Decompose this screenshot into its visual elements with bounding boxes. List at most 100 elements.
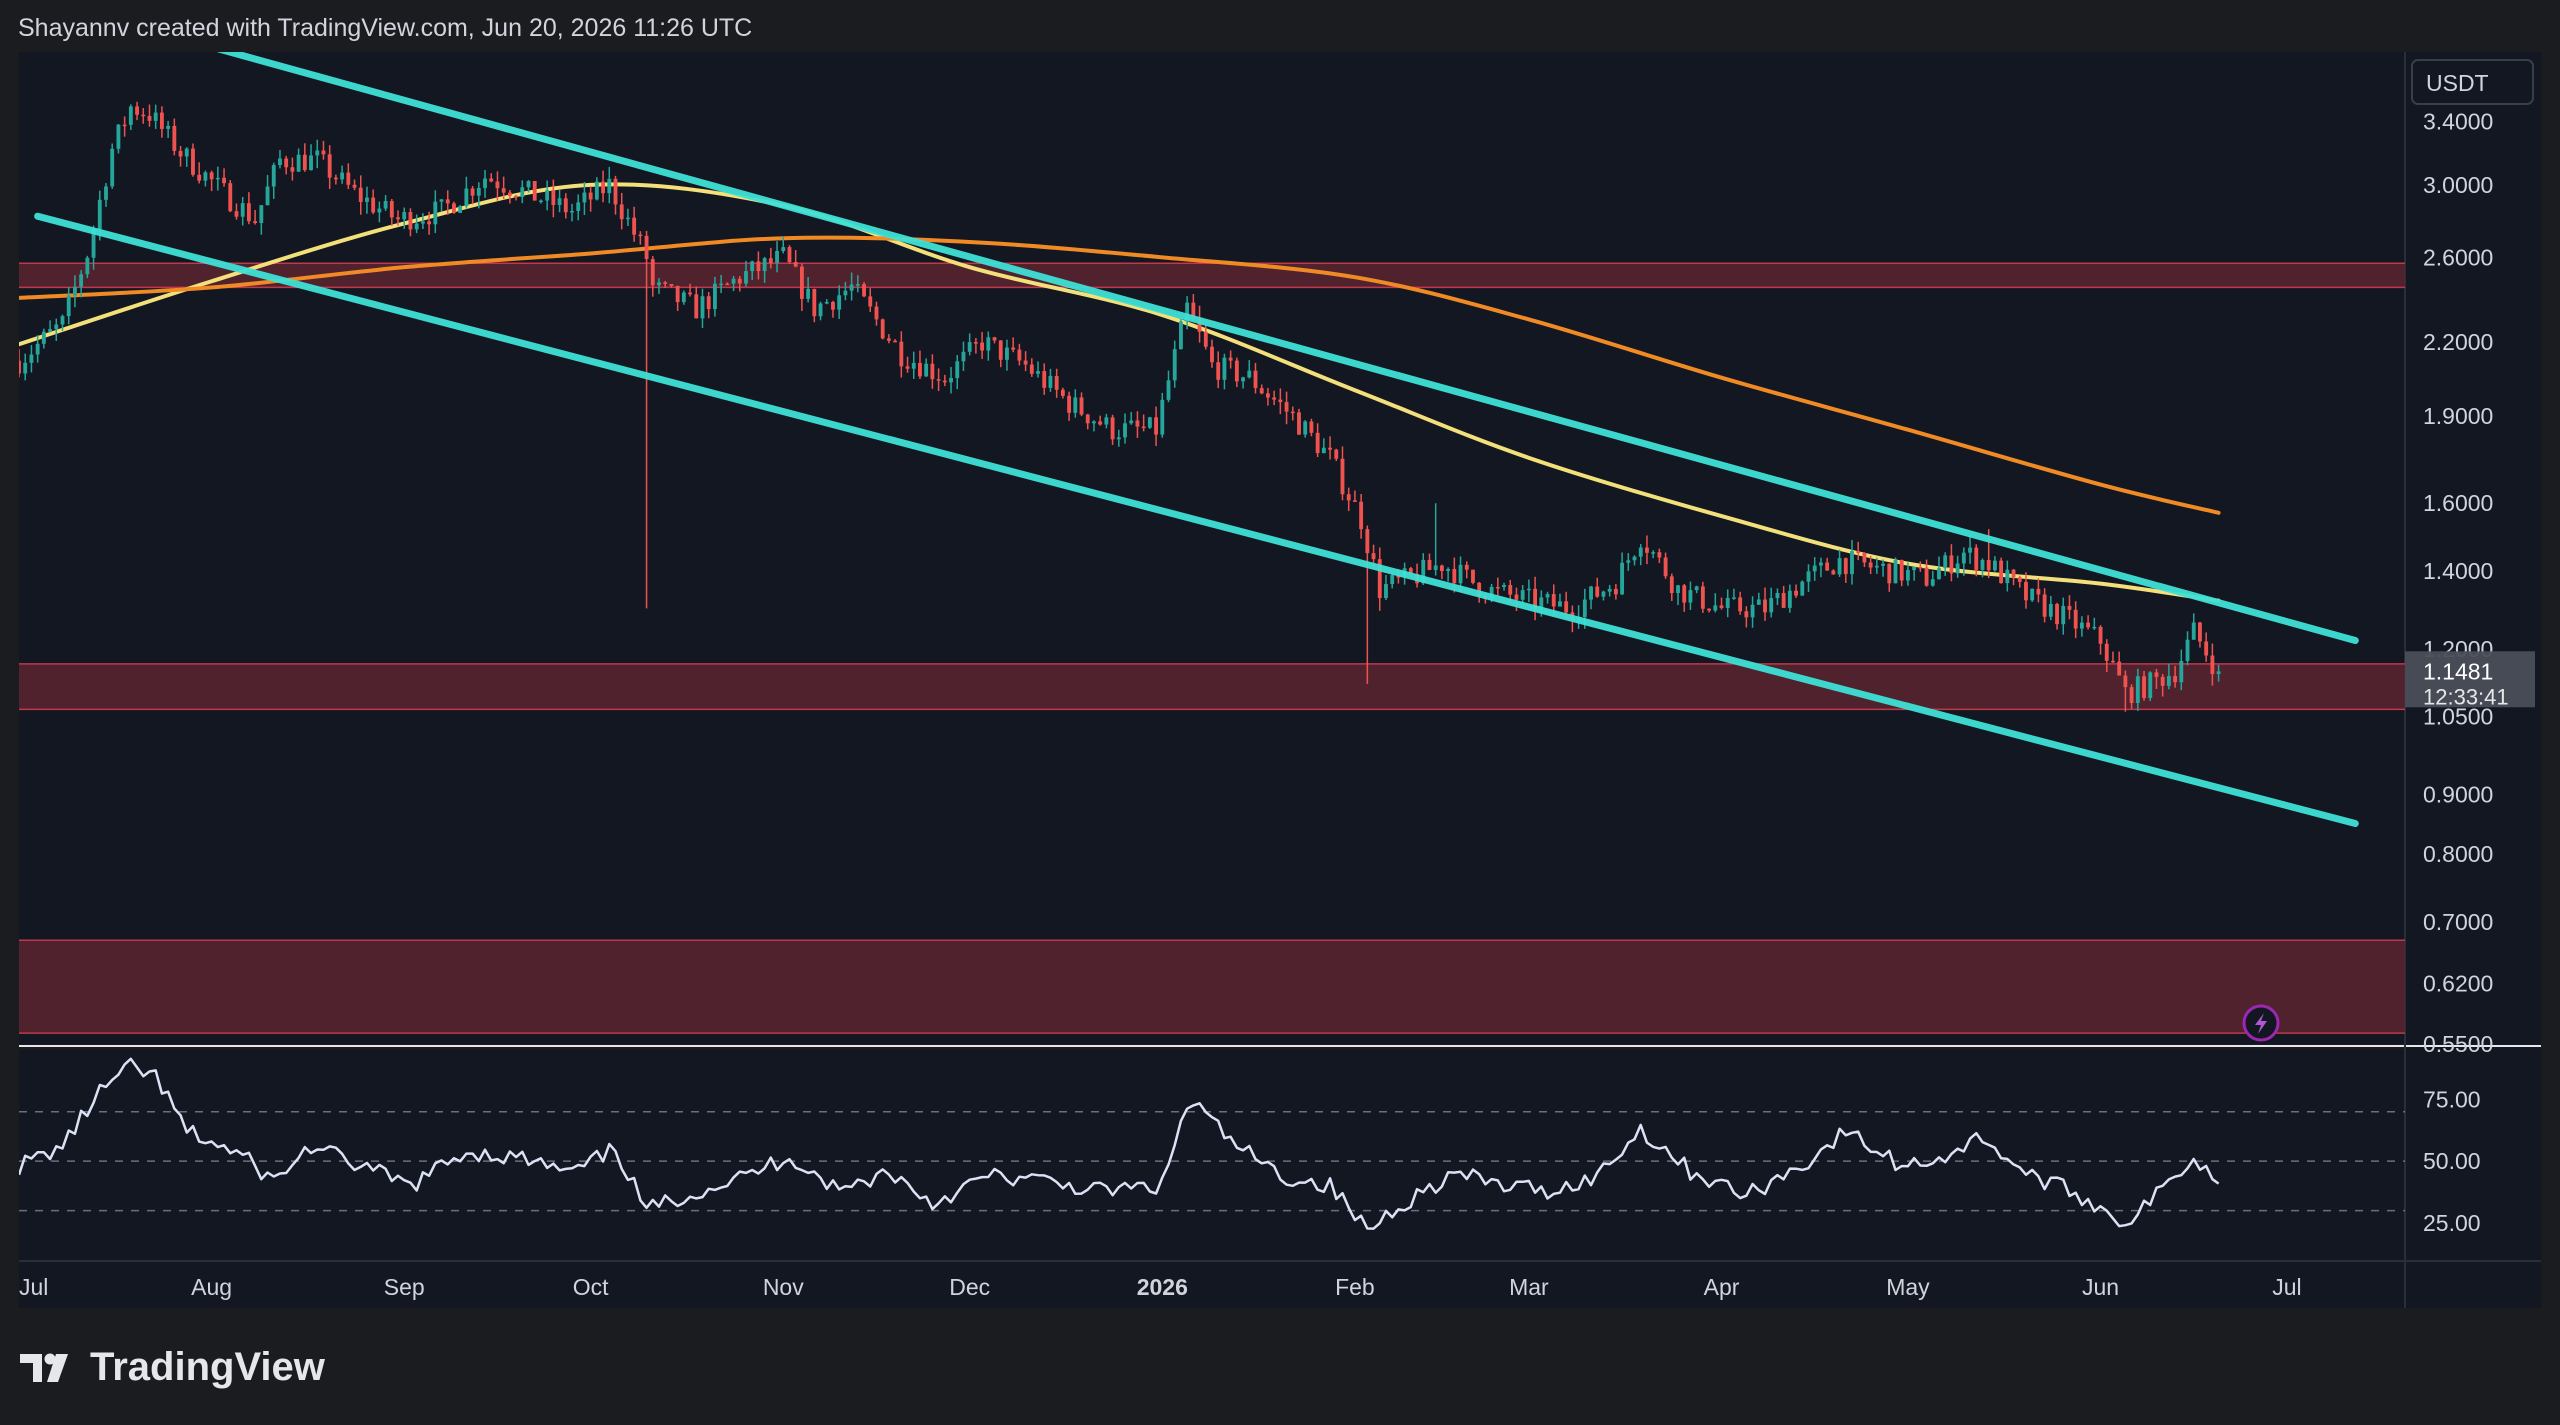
- candle-body: [1881, 563, 1885, 566]
- candle-body: [1669, 576, 1674, 594]
- candle-body: [973, 342, 978, 344]
- candle-body: [408, 212, 413, 230]
- candle: [886, 334, 891, 344]
- candle-body: [1924, 567, 1929, 586]
- candle: [1781, 585, 1786, 608]
- x-tick-label: Jun: [2082, 1274, 2119, 1300]
- tradingview-logo[interactable]: TradingView: [20, 1345, 325, 1390]
- candle-body: [197, 174, 202, 181]
- candle-body: [240, 203, 245, 217]
- candle-body: [315, 150, 320, 156]
- candle-body: [1085, 414, 1090, 424]
- candle-body: [669, 283, 674, 286]
- alert-icon[interactable]: [2242, 1004, 2280, 1042]
- candle-body: [1259, 388, 1264, 394]
- candle-body: [1036, 371, 1040, 374]
- candle-body: [1284, 402, 1289, 412]
- candle-body: [818, 303, 823, 317]
- candle: [365, 186, 369, 214]
- candle-body: [526, 181, 531, 188]
- candle: [172, 118, 177, 156]
- x-tick-label: Jul: [19, 1274, 48, 1300]
- candle-body: [458, 206, 463, 213]
- candle: [1141, 414, 1146, 432]
- candle: [1352, 490, 1357, 502]
- candle-body: [930, 363, 935, 380]
- candle: [302, 143, 307, 172]
- rsi-pane[interactable]: [19, 1050, 2405, 1260]
- candle: [215, 166, 220, 191]
- candle: [141, 108, 146, 124]
- price-pane[interactable]: [19, 52, 2405, 1044]
- candle-body: [1645, 547, 1649, 553]
- candle-body: [737, 278, 742, 284]
- candle-body: [570, 210, 574, 213]
- candle-body: [619, 204, 624, 220]
- candle-body: [1309, 421, 1314, 433]
- candle-body: [2079, 622, 2084, 629]
- candle: [23, 353, 28, 381]
- candle-body: [1222, 357, 1227, 380]
- candle: [2160, 673, 2165, 697]
- candle: [1899, 559, 1904, 587]
- candle: [862, 281, 866, 298]
- candle-body: [1999, 560, 2004, 584]
- y-tick-label: 3.4000: [2423, 108, 2493, 134]
- candle-body: [2092, 626, 2097, 629]
- y-tick-label: 1.9000: [2423, 403, 2493, 429]
- candle: [1632, 555, 1637, 566]
- candle-body: [576, 202, 581, 211]
- candle-body: [1514, 594, 1519, 600]
- candle-body: [638, 234, 643, 237]
- candle: [222, 168, 226, 187]
- candle-body: [1533, 588, 1538, 609]
- candle-body: [166, 125, 171, 129]
- candle: [1787, 584, 1792, 613]
- candle-body: [389, 201, 394, 218]
- candle-body: [1601, 591, 1606, 597]
- candle: [396, 210, 400, 226]
- candle-body: [1365, 529, 1370, 554]
- candle: [1328, 436, 1332, 460]
- candle-body: [1017, 349, 1022, 361]
- candle-body: [1980, 560, 1985, 570]
- candle: [2055, 602, 2059, 630]
- candle-body: [532, 181, 537, 201]
- zone-2: [19, 940, 2405, 1034]
- candle: [1613, 583, 1618, 600]
- x-tick-label: Dec: [949, 1274, 990, 1300]
- currency-badge-box[interactable]: [2411, 59, 2534, 105]
- candle: [1607, 584, 1612, 597]
- candle: [1775, 588, 1780, 605]
- time-axis: Jul Aug Sep Oct Nov Dec 2026 Feb Mar Apr May Jun Jul: [19, 1274, 2302, 1300]
- candle-body: [1955, 563, 1960, 574]
- candle-body: [992, 337, 997, 341]
- candle-body: [911, 362, 916, 369]
- candle: [588, 186, 593, 212]
- candle: [278, 149, 282, 169]
- candle: [122, 116, 127, 137]
- candle-body: [1079, 397, 1084, 415]
- candle: [309, 144, 313, 171]
- rsi-indicator: [19, 1057, 2405, 1230]
- candle: [824, 299, 829, 305]
- candle: [1595, 577, 1600, 598]
- time-axis-background[interactable]: [19, 1262, 2541, 1308]
- candle: [2098, 625, 2103, 655]
- candle-body: [1850, 551, 1854, 575]
- candle-body: [110, 148, 115, 187]
- candle-body: [371, 197, 376, 213]
- candle: [1054, 368, 1059, 398]
- candle: [1912, 566, 1917, 581]
- candle: [2142, 670, 2146, 701]
- candle: [756, 251, 761, 280]
- candle-body: [1663, 557, 1668, 577]
- candle: [1036, 361, 1040, 378]
- candlesticks: [19, 101, 2221, 712]
- candle: [1116, 429, 1121, 447]
- currency-badge[interactable]: USDT: [2411, 59, 2534, 105]
- candle: [1831, 569, 1836, 575]
- candle: [1526, 579, 1531, 603]
- candle-body: [862, 284, 866, 297]
